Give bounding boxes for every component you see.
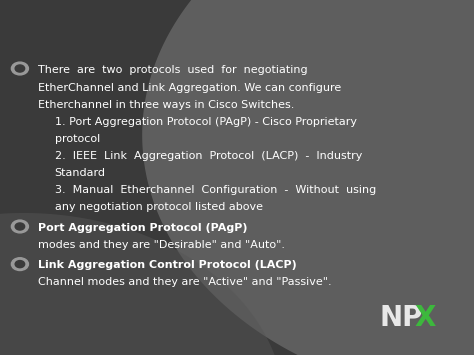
Circle shape (15, 65, 25, 72)
Text: any negotiation protocol listed above: any negotiation protocol listed above (55, 202, 263, 212)
Text: 1. Port Aggregation Protocol (PAgP) - Cisco Proprietary: 1. Port Aggregation Protocol (PAgP) - Ci… (55, 116, 356, 127)
PathPatch shape (142, 0, 474, 355)
Text: Standard: Standard (55, 168, 106, 178)
Text: Channel modes and they are "Active" and "Passive".: Channel modes and they are "Active" and … (38, 277, 331, 288)
Circle shape (11, 220, 28, 233)
Text: NP: NP (379, 304, 423, 332)
Text: X: X (415, 304, 436, 332)
Text: 3.  Manual  Etherchannel  Configuration  -  Without  using: 3. Manual Etherchannel Configuration - W… (55, 185, 376, 195)
Circle shape (15, 261, 25, 268)
Text: There  are  two  protocols  used  for  negotiating: There are two protocols used for negotia… (38, 65, 308, 75)
Circle shape (11, 258, 28, 271)
Circle shape (11, 62, 28, 75)
Text: Link Aggregation Control Protocol (LACP): Link Aggregation Control Protocol (LACP) (38, 260, 297, 271)
Text: EtherChannel and Link Aggregation. We can configure: EtherChannel and Link Aggregation. We ca… (38, 82, 341, 93)
Circle shape (15, 223, 25, 230)
PathPatch shape (0, 213, 284, 355)
Text: Etherchannel in three ways in Cisco Switches.: Etherchannel in three ways in Cisco Swit… (38, 99, 294, 110)
Text: Port Aggregation Protocol (PAgP): Port Aggregation Protocol (PAgP) (38, 223, 247, 233)
Text: modes and they are "Desirable" and "Auto".: modes and they are "Desirable" and "Auto… (38, 240, 285, 250)
Text: 2.  IEEE  Link  Aggregation  Protocol  (LACP)  -  Industry: 2. IEEE Link Aggregation Protocol (LACP)… (55, 151, 362, 161)
Text: protocol: protocol (55, 133, 100, 144)
